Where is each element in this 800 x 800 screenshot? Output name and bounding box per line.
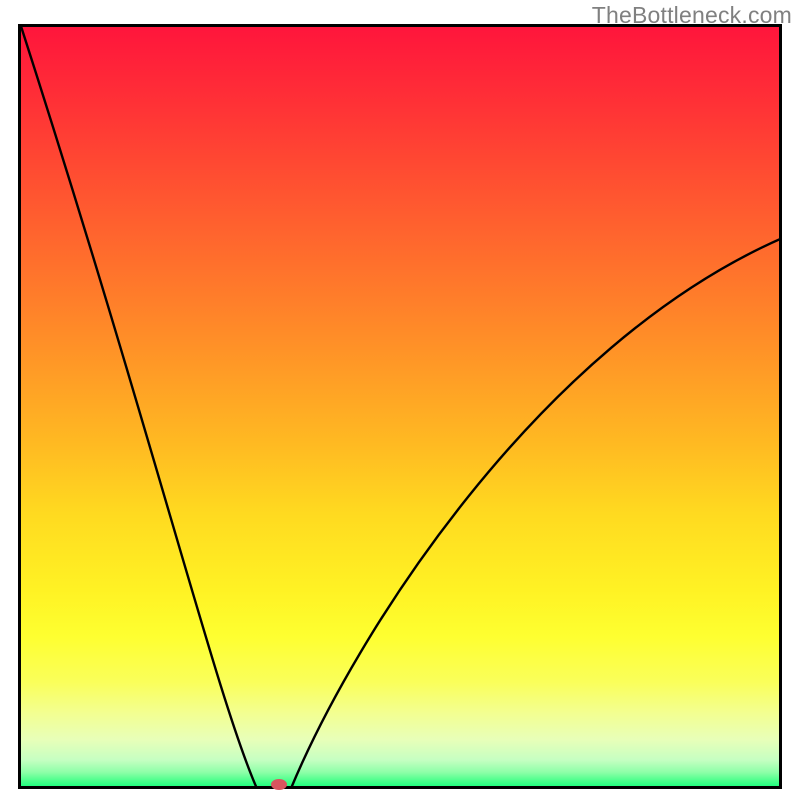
chart-svg [18, 24, 782, 789]
plot-area [18, 24, 782, 789]
chart-container: TheBottleneck.com [0, 0, 800, 800]
watermark-text: TheBottleneck.com [592, 2, 792, 29]
minimum-marker [271, 779, 287, 790]
